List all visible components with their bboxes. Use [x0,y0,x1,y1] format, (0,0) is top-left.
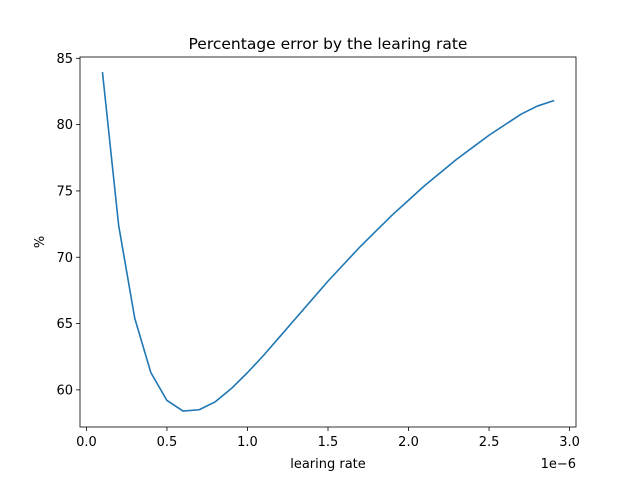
x-tick-label: 2.0 [398,435,419,450]
x-tick-label: 1.0 [237,435,258,450]
y-tick-label: 80 [56,118,73,133]
x-tick-label: 2.5 [479,435,500,450]
y-tick-label: 85 [56,52,73,67]
x-tick-label: 1.5 [318,435,339,450]
x-tick-label: 0.5 [157,435,178,450]
chart-title: Percentage error by the learing rate [189,35,468,53]
y-axis-label: % [33,236,48,248]
y-tick-label: 75 [56,184,73,199]
x-axis: 0.0 0.5 1.0 1.5 2.0 2.5 3.0 [76,427,580,450]
y-axis: 60 65 70 75 80 85 [56,52,80,398]
series-line-0 [101,72,555,412]
y-tick-label: 60 [56,383,73,398]
y-tick-label: 65 [56,317,73,332]
y-tick-label: 70 [56,251,73,266]
x-tick-label: 3.0 [559,435,580,450]
x-tick-label: 0.0 [76,435,97,450]
x-axis-offset-label: 1e−6 [541,457,576,472]
x-axis-label: learing rate [290,457,366,472]
